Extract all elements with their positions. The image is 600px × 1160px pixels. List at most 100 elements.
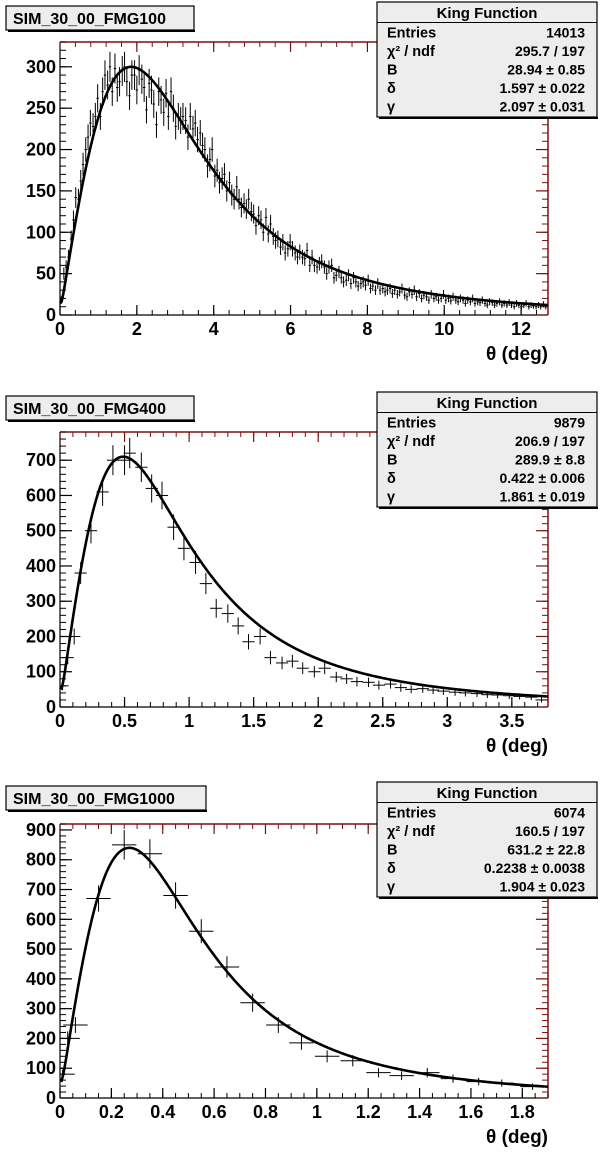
y-tick-label: 0 <box>46 697 56 717</box>
data-point <box>169 77 173 106</box>
stats-row-label: Entries <box>387 416 436 432</box>
data-point <box>210 598 223 618</box>
data-point <box>155 481 169 510</box>
data-point <box>396 289 399 299</box>
data-point <box>232 617 245 635</box>
stats-box-bg <box>376 391 598 508</box>
chart-title-box: SIM_30_00_FMG400 <box>5 395 195 422</box>
data-point <box>345 274 348 286</box>
y-tick-label: 200 <box>26 626 56 646</box>
data-point <box>330 258 333 273</box>
stats-row-value: 631.2 ± 22.8 <box>507 842 585 858</box>
data-point <box>103 60 107 90</box>
data-point <box>267 225 270 243</box>
x-tick-label: 3.5 <box>499 711 524 731</box>
y-tick-label: 700 <box>26 450 56 470</box>
stats-row-value: 14013 <box>546 25 585 41</box>
data-point <box>147 68 151 98</box>
data-point <box>164 79 168 108</box>
data-point <box>512 303 516 310</box>
data-point <box>383 287 387 297</box>
data-point <box>210 137 214 162</box>
y-tick-label: 900 <box>26 820 56 840</box>
y-tick-label: 600 <box>26 909 56 929</box>
stats-row-value: 1.597 ± 0.022 <box>499 80 585 96</box>
x-tick-label: 8 <box>362 319 372 339</box>
data-point <box>308 258 311 273</box>
data-point <box>330 671 343 683</box>
data-point <box>86 124 90 150</box>
stats-row-label: δ <box>387 81 396 97</box>
data-point <box>206 154 209 178</box>
stats-row-label: χ² / ndf <box>387 44 435 60</box>
chart-title-box: SIM_30_00_FMG100 <box>5 5 195 32</box>
y-tick-label: 150 <box>26 181 56 201</box>
x-tick-label: 6 <box>286 319 296 339</box>
data-point <box>128 81 131 110</box>
data-point <box>340 673 353 684</box>
chart-panel-fmg1000: 0 0.2 0.4 0.6 0.8 1 1.2 1.4 1.6 1.8 0 100 200 300 400 5… <box>0 780 600 1160</box>
stats-row-value: 6074 <box>554 805 585 821</box>
data-point <box>74 187 77 208</box>
y-tick-label: 300 <box>26 591 56 611</box>
data-point <box>235 175 238 198</box>
chart-svg-fmg1000: 0 0.2 0.4 0.6 0.8 1 1.2 1.4 1.6 1.8 0 100 200 300 400 5… <box>5 781 598 1147</box>
data-point <box>364 280 367 291</box>
data-point <box>116 73 119 102</box>
data-point <box>254 628 267 645</box>
data-point <box>362 677 375 688</box>
stats-row-label: B <box>387 63 397 79</box>
x-tick-label: 2 <box>313 711 323 731</box>
data-point <box>369 283 372 294</box>
data-point <box>374 285 377 295</box>
data-point <box>214 956 240 978</box>
data-point <box>335 269 338 282</box>
data-point <box>437 296 440 304</box>
data-point <box>323 260 326 274</box>
x-tick-label: 0 <box>55 711 65 731</box>
x-tick-label: 1 <box>184 711 194 731</box>
x-tick-label: 1.2 <box>356 1102 381 1122</box>
data-point <box>275 656 289 670</box>
x-tick-label: 10 <box>434 319 454 339</box>
stats-header: King Function <box>437 5 538 22</box>
y-tick-label: 100 <box>26 662 56 682</box>
data-point <box>186 124 190 150</box>
data-point <box>157 77 160 106</box>
y-tick-label: 300 <box>26 999 56 1019</box>
stats-row-label: Entries <box>387 26 436 42</box>
y-tick-label: 200 <box>26 140 56 160</box>
data-point <box>162 98 165 126</box>
data-point <box>286 654 299 668</box>
y-tick-label: 100 <box>26 1058 56 1078</box>
data-point <box>250 201 253 222</box>
x-tick-label: 0.2 <box>99 1102 124 1122</box>
stats-box-bg <box>376 781 598 898</box>
x-tick-label: 4 <box>209 319 219 339</box>
y-tick-label: 400 <box>26 556 56 576</box>
data-point <box>432 294 436 303</box>
data-point <box>384 679 397 689</box>
data-point <box>112 830 137 860</box>
data-point <box>318 662 331 675</box>
stats-header: King Function <box>437 395 538 412</box>
data-point <box>242 193 246 214</box>
data-point <box>415 292 418 301</box>
stats-row-label: B <box>387 843 397 859</box>
data-point <box>130 60 134 90</box>
chart-title: SIM_30_00_FMG400 <box>13 401 166 418</box>
stats-row-value: 1.904 ± 0.023 <box>499 879 585 895</box>
x-tick-label: 1.5 <box>241 711 266 731</box>
data-point <box>142 73 146 102</box>
data-point <box>199 573 212 595</box>
x-tick-label: 1.6 <box>458 1102 483 1122</box>
data-point <box>84 137 87 162</box>
data-point <box>133 60 136 90</box>
stats-box-bg <box>376 1 598 118</box>
stats-row-value: 295.7 / 197 <box>515 43 585 59</box>
fit-curve <box>59 846 549 1089</box>
stats-row-value: 1.861 ± 0.019 <box>499 489 585 505</box>
stats-row-label: δ <box>387 861 396 877</box>
data-point <box>535 697 548 703</box>
